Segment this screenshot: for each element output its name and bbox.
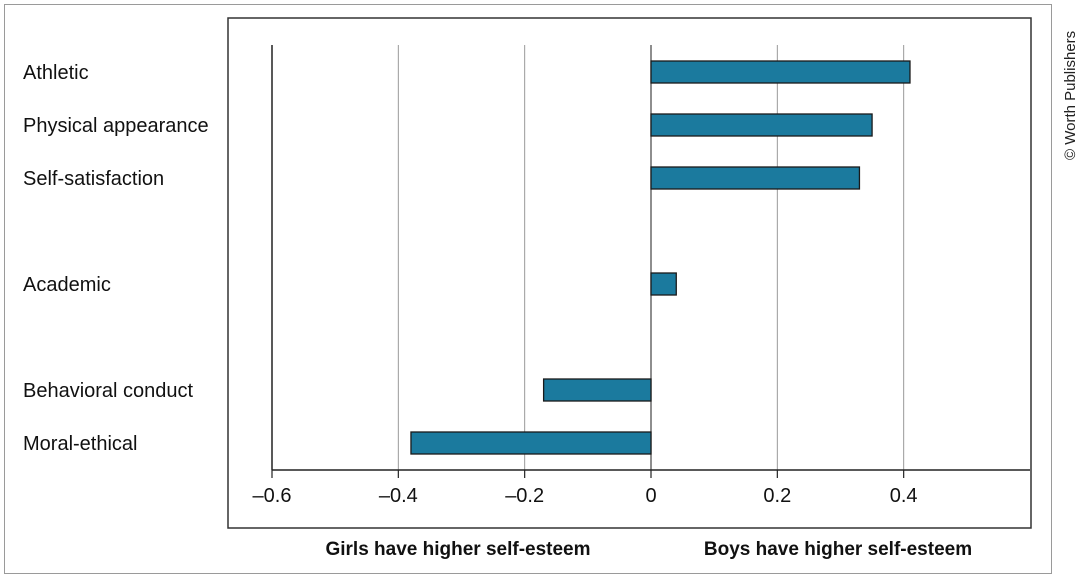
category-label: Academic (23, 274, 111, 296)
figure-frame (4, 4, 1052, 574)
axes (271, 45, 1030, 478)
category-label: Athletic (23, 62, 89, 84)
x-tick-label: 0.2 (763, 485, 791, 507)
credit-text: © Worth Publishers (1062, 30, 1079, 160)
bar-athletic (650, 60, 911, 84)
bar-behavioral-conduct (542, 378, 652, 402)
x-tick-label: –0.2 (505, 485, 544, 507)
bars (410, 60, 911, 455)
tick-labels: –0.6 –0.4 –0.2 0 0.2 0.4 (253, 485, 918, 507)
x-tick-label: –0.4 (379, 485, 418, 507)
bar-academic (650, 272, 677, 296)
category-labels: Athletic Physical appearance Self-satisfac… (23, 62, 209, 455)
gridlines (397, 45, 905, 470)
boys-annotation: Boys have higher self-esteem (704, 539, 972, 560)
category-label: Self-satisfaction (23, 168, 164, 190)
bar-moral-ethical (410, 431, 652, 455)
x-tick-label: 0 (645, 485, 656, 507)
category-label: Moral-ethical (23, 433, 137, 455)
girls-annotation: Girls have higher self-esteem (325, 539, 590, 560)
category-label: Behavioral conduct (23, 380, 194, 402)
plot-area (227, 17, 1032, 529)
bar-self-satisfaction (650, 166, 861, 190)
category-label: Physical appearance (23, 115, 209, 137)
x-tick-label: 0.4 (890, 485, 918, 507)
bar-physical-appearance (650, 113, 873, 137)
x-tick-label: –0.6 (253, 485, 292, 507)
